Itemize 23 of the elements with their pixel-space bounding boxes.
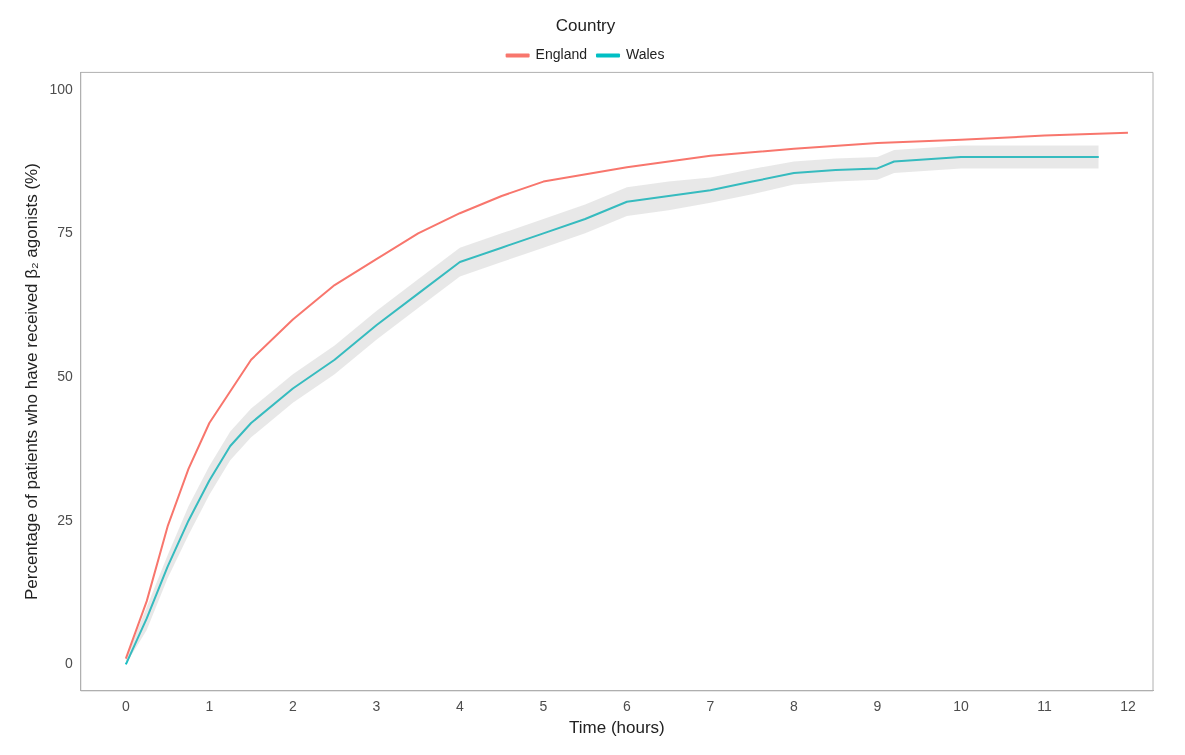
- x-tick-label: 7: [706, 698, 715, 715]
- legend-title: Country: [555, 16, 616, 36]
- x-tick-label: 2: [288, 698, 297, 715]
- x-tick-label: 6: [623, 698, 631, 715]
- x-tick-label: 4: [455, 698, 464, 715]
- y-tick-label: 50: [57, 367, 73, 384]
- x-axis-title: Time (hours): [569, 718, 665, 738]
- legend-label: England: [535, 46, 588, 63]
- y-tick-label: 0: [64, 655, 73, 672]
- x-tick-label: 0: [121, 698, 130, 715]
- y-axis-title: Percentage of patients who have received β₂ agonists (%): [21, 163, 41, 601]
- x-tick-label: 8: [790, 698, 799, 715]
- x-tick-label: 12: [1120, 698, 1136, 715]
- x-tick-label: 10: [953, 698, 969, 715]
- y-tick-label: 100: [49, 80, 73, 97]
- y-tick-label: 25: [57, 511, 73, 528]
- y-tick-label: 75: [57, 224, 73, 241]
- x-tick-label: 3: [372, 698, 381, 715]
- x-tick-label: 1: [205, 698, 214, 715]
- legend-label: Wales: [626, 46, 665, 63]
- x-tick-label: 5: [539, 698, 548, 715]
- x-tick-label: 9: [873, 698, 882, 715]
- x-tick-label: 11: [1037, 698, 1052, 715]
